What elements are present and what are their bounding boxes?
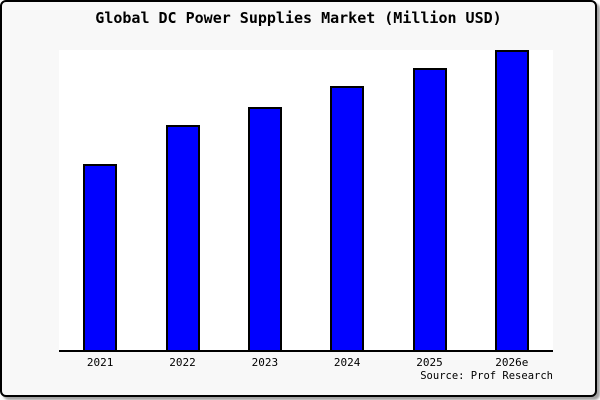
- x-tick-label-2024: 2024: [333, 356, 361, 369]
- x-tick-label-2026e: 2026e: [495, 356, 529, 369]
- bar-2022: [166, 125, 200, 350]
- source-note: Source: Prof Research: [420, 370, 553, 382]
- x-axis-labels: 2021 2022 2023 2024 2025 2026e: [59, 356, 553, 370]
- x-tick-label-2023: 2023: [251, 356, 279, 369]
- bar-2024: [330, 86, 364, 350]
- bar-2023: [248, 107, 282, 350]
- x-tick-label-2021: 2021: [86, 356, 114, 369]
- bar-2026e: [495, 50, 529, 350]
- bar-2025: [413, 68, 447, 350]
- chart-title: Global DC Power Supplies Market (Million…: [95, 9, 502, 27]
- bar-2021: [83, 164, 117, 350]
- plot-area: [59, 50, 553, 352]
- x-tick-label-2025: 2025: [416, 356, 443, 369]
- x-tick-label-2022: 2022: [169, 356, 196, 369]
